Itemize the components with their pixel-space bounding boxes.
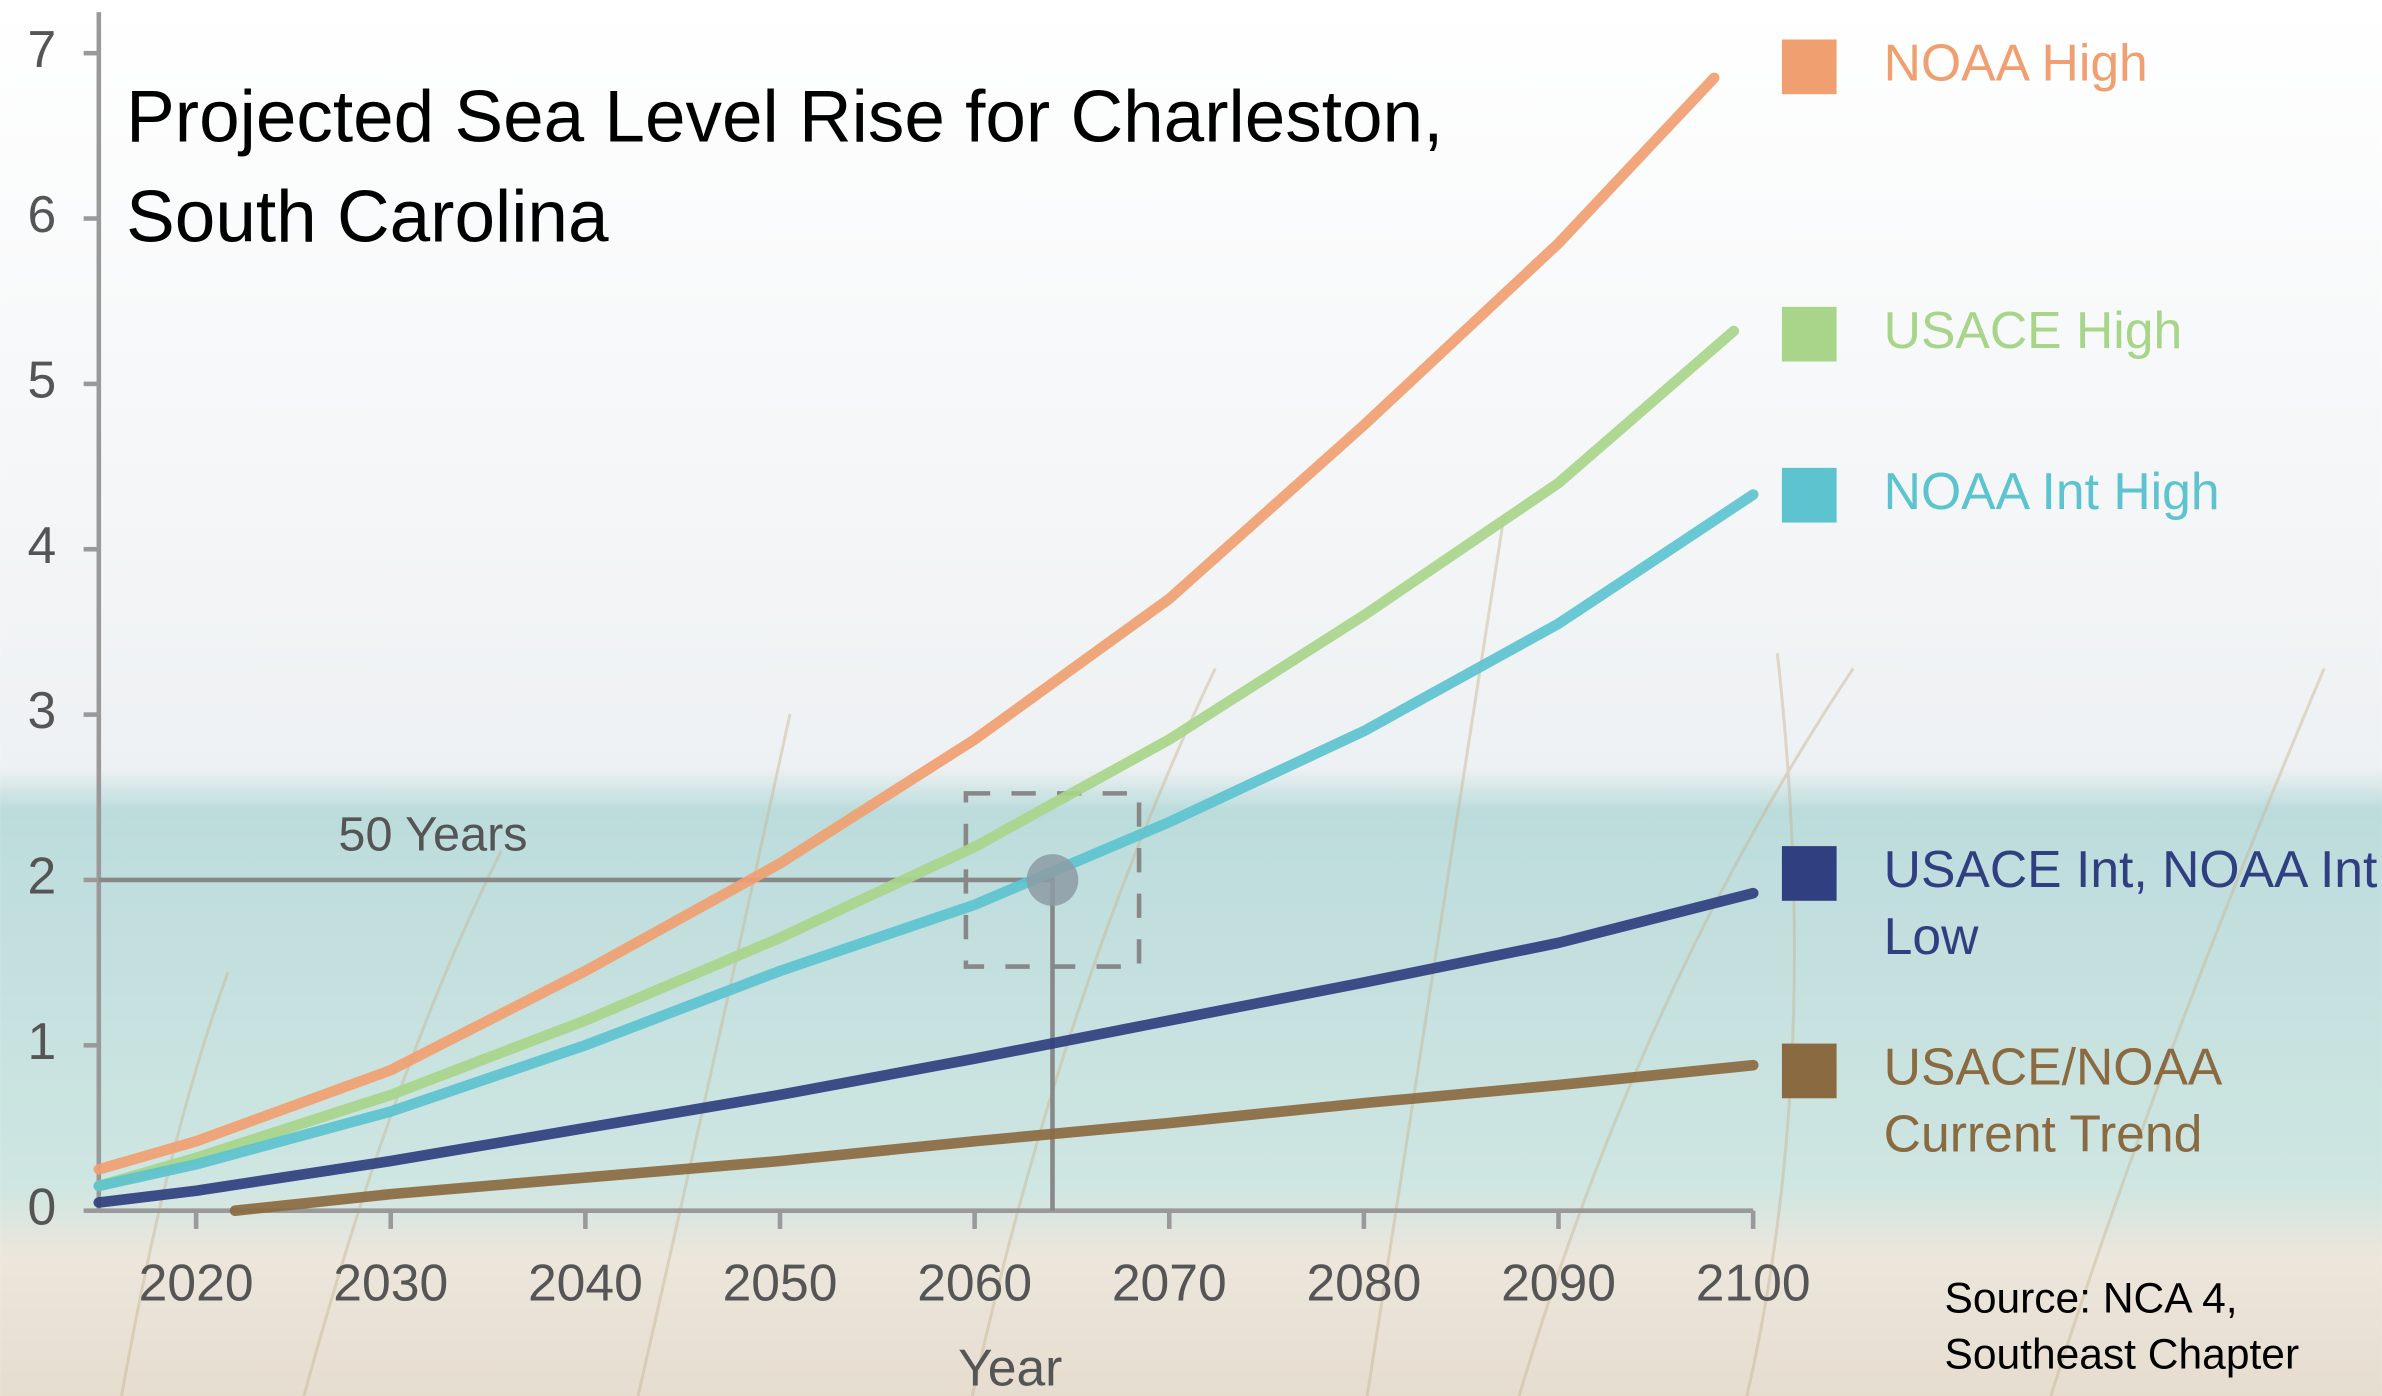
legend-swatch (1781, 39, 1837, 95)
series-line (93, 489, 1759, 1192)
legend-label: USACE/NOAA Current Trend (1883, 1039, 2220, 1164)
legend-swatch (1781, 467, 1837, 523)
x-tick-label: 2030 (333, 1253, 448, 1311)
legend-label: USACE High (1883, 302, 2183, 361)
legend-label: USACE Int, NOAA Int Low (1883, 841, 2378, 967)
x-tick-label: 2020 (139, 1253, 254, 1311)
series-line (93, 325, 1740, 1192)
y-tick-label: 0 (28, 1177, 57, 1235)
x-tick-label: 2090 (1501, 1253, 1616, 1311)
legend-swatch (1781, 846, 1837, 901)
legend-box: USACE High (1883, 302, 2183, 361)
y-tick-label: 1 (28, 1012, 57, 1070)
source: Source: NCA 4, Southeast Chapter (1944, 1274, 2300, 1378)
x-tick-label: 2070 (1112, 1253, 1227, 1311)
x-tick-label: 2060 (917, 1253, 1032, 1311)
y-tick-label: 4 (28, 516, 57, 574)
legend-box: USACE/NOAA Current Trend (1883, 1039, 2220, 1164)
annotation-text: 50 Years (338, 807, 527, 861)
legend-box: NOAA High (1883, 34, 2148, 93)
focus-box (963, 791, 1142, 969)
legend-box: USACE Int, NOAA Int Low (1883, 841, 2378, 967)
y-tick-label: 2 (28, 847, 57, 905)
legend-swatch (1781, 306, 1837, 362)
y-tick-label: 3 (28, 681, 57, 739)
source-box: Source: NCA 4, Southeast Chapter (1944, 1274, 2300, 1378)
annotation-point (1026, 854, 1079, 906)
chart-title: Projected Sea Level Rise for Charleston,… (126, 77, 1444, 259)
series-line (93, 72, 1720, 1175)
legend-box: NOAA Int High (1883, 463, 2220, 522)
title-box: Projected Sea Level Rise for Charleston,… (126, 77, 1444, 259)
x-tick-label: 2080 (1306, 1253, 1421, 1311)
x-axis-label: Year (958, 1338, 1062, 1396)
y-tick-label: 6 (28, 185, 57, 243)
y-tick-label: 7 (28, 20, 57, 78)
y-tick-label: 5 (28, 351, 57, 409)
legend-label: NOAA Int High (1883, 463, 2220, 522)
x-tick-label: 2100 (1696, 1253, 1811, 1311)
x-tick-label: 2040 (528, 1253, 643, 1311)
legend-label: NOAA High (1883, 34, 2148, 93)
series-line (93, 887, 1759, 1208)
grass (120, 516, 2326, 1396)
x-tick-label: 2050 (723, 1253, 838, 1311)
series-line (229, 1059, 1759, 1216)
legend-swatch (1781, 1043, 1837, 1099)
